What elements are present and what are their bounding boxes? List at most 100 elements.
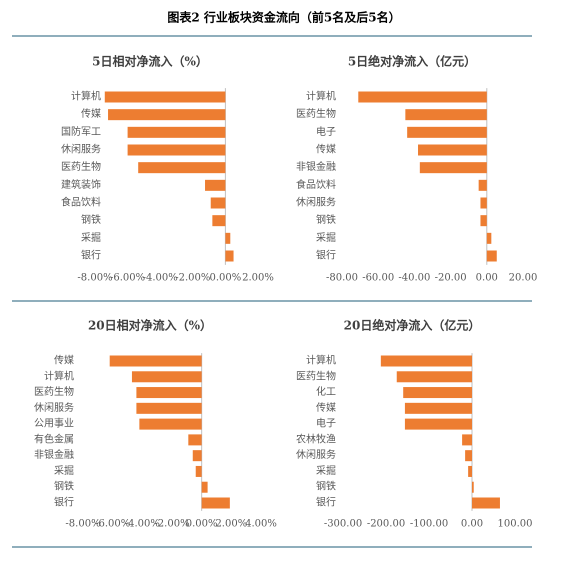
- bar: [127, 144, 226, 156]
- bar: [358, 91, 487, 103]
- category-label: 休闲服务: [296, 448, 336, 461]
- chart-title: 20日绝对净流入（亿元）: [344, 318, 481, 333]
- category-label: 钢铁: [81, 213, 101, 226]
- bar: [109, 355, 202, 367]
- figure-title: 图表2 行业板块资金流向（前5名及后5名）: [167, 10, 400, 25]
- bar: [210, 197, 226, 209]
- bar: [201, 497, 230, 509]
- category-label: 食品饮料: [61, 196, 101, 209]
- category-label: 电子: [316, 125, 336, 138]
- category-label: 公用事业: [34, 417, 74, 430]
- chart-title: 5日绝对净流入（亿元）: [348, 54, 476, 69]
- category-label: 化工: [316, 385, 336, 398]
- category-label: 计算机: [306, 354, 336, 367]
- category-label: 食品饮料: [296, 178, 336, 191]
- bar: [478, 179, 487, 191]
- x-tick-label: -6.00%: [95, 519, 130, 530]
- bar: [419, 162, 487, 174]
- bar: [480, 215, 487, 227]
- category-label: 非银金融: [34, 448, 74, 461]
- bar: [486, 232, 492, 244]
- x-tick-label: -4.00%: [143, 273, 178, 284]
- x-tick-label: -80.00: [326, 273, 358, 284]
- x-tick-label: 0.00: [476, 273, 498, 284]
- category-label: 计算机: [306, 90, 336, 103]
- bar: [225, 232, 231, 244]
- category-label: 医药生物: [34, 385, 74, 398]
- bar: [225, 250, 234, 262]
- category-label: 计算机: [71, 90, 101, 103]
- category-label: 休闲服务: [296, 196, 336, 209]
- x-tick-label: 4.00%: [245, 519, 277, 530]
- bar: [472, 497, 500, 509]
- bar: [380, 355, 472, 367]
- bar: [188, 434, 202, 446]
- bar: [468, 465, 472, 477]
- x-tick-label: 20.00: [509, 273, 538, 284]
- category-label: 传媒: [54, 355, 74, 367]
- x-tick-label: -200.00: [367, 519, 405, 530]
- category-label: 医药生物: [296, 369, 336, 382]
- bar: [131, 371, 202, 383]
- category-label: 银行: [81, 249, 101, 262]
- bar: [462, 434, 472, 446]
- bar: [465, 450, 472, 462]
- category-label: 传媒: [81, 108, 101, 120]
- bar: [405, 109, 487, 121]
- x-tick-label: 0.00%: [210, 273, 242, 284]
- x-tick-label: 0.00%: [186, 519, 218, 530]
- x-tick-label: -6.00%: [110, 273, 145, 284]
- x-tick-label: 2.00%: [242, 273, 274, 284]
- bar: [486, 250, 497, 262]
- category-label: 休闲服务: [34, 401, 74, 414]
- category-label: 传媒: [316, 402, 336, 414]
- bar: [396, 371, 472, 383]
- x-tick-label: -2.00%: [154, 519, 189, 530]
- bar: [404, 418, 472, 430]
- category-label: 有色金属: [34, 432, 74, 445]
- bar: [192, 450, 202, 462]
- bar: [205, 179, 226, 191]
- x-tick-label: -8.00%: [77, 273, 112, 284]
- chart-title: 20日相对净流入（%）: [88, 318, 212, 333]
- x-tick-label: -20.00: [435, 273, 467, 284]
- x-tick-label: 0.00: [461, 519, 483, 530]
- x-tick-label: -40.00: [398, 273, 430, 284]
- category-label: 医药生物: [296, 107, 336, 120]
- category-label: 传媒: [316, 144, 336, 156]
- bar: [212, 215, 226, 227]
- x-tick-label: -300.00: [324, 519, 362, 530]
- category-label: 采掘: [54, 464, 74, 477]
- category-label: 银行: [316, 496, 336, 509]
- bar: [418, 144, 487, 156]
- category-label: 国防军工: [61, 125, 101, 138]
- bar: [136, 402, 202, 414]
- bar: [127, 126, 226, 138]
- category-label: 采掘: [81, 231, 101, 244]
- bar: [480, 197, 487, 209]
- bar: [403, 387, 472, 399]
- x-tick-label: 2.00%: [215, 519, 247, 530]
- bar: [195, 465, 202, 477]
- bar: [108, 109, 226, 121]
- category-label: 建筑装饰: [61, 178, 101, 191]
- category-label: 钢铁: [54, 480, 74, 493]
- category-label: 农林牧渔: [296, 432, 336, 445]
- bar: [138, 162, 226, 174]
- bar: [136, 387, 202, 399]
- category-label: 钢铁: [316, 213, 336, 226]
- x-tick-label: -100.00: [410, 519, 448, 530]
- category-label: 非银金融: [296, 160, 336, 173]
- x-tick-label: -2.00%: [175, 273, 210, 284]
- x-tick-label: -60.00: [362, 273, 394, 284]
- bar: [139, 418, 202, 430]
- category-label: 采掘: [316, 231, 336, 244]
- bar: [201, 481, 208, 493]
- category-label: 医药生物: [61, 160, 101, 173]
- category-label: 银行: [316, 249, 336, 262]
- category-label: 钢铁: [316, 480, 336, 493]
- category-label: 计算机: [44, 369, 74, 382]
- chart-title: 5日相对净流入（%）: [92, 54, 208, 69]
- bar: [472, 481, 474, 493]
